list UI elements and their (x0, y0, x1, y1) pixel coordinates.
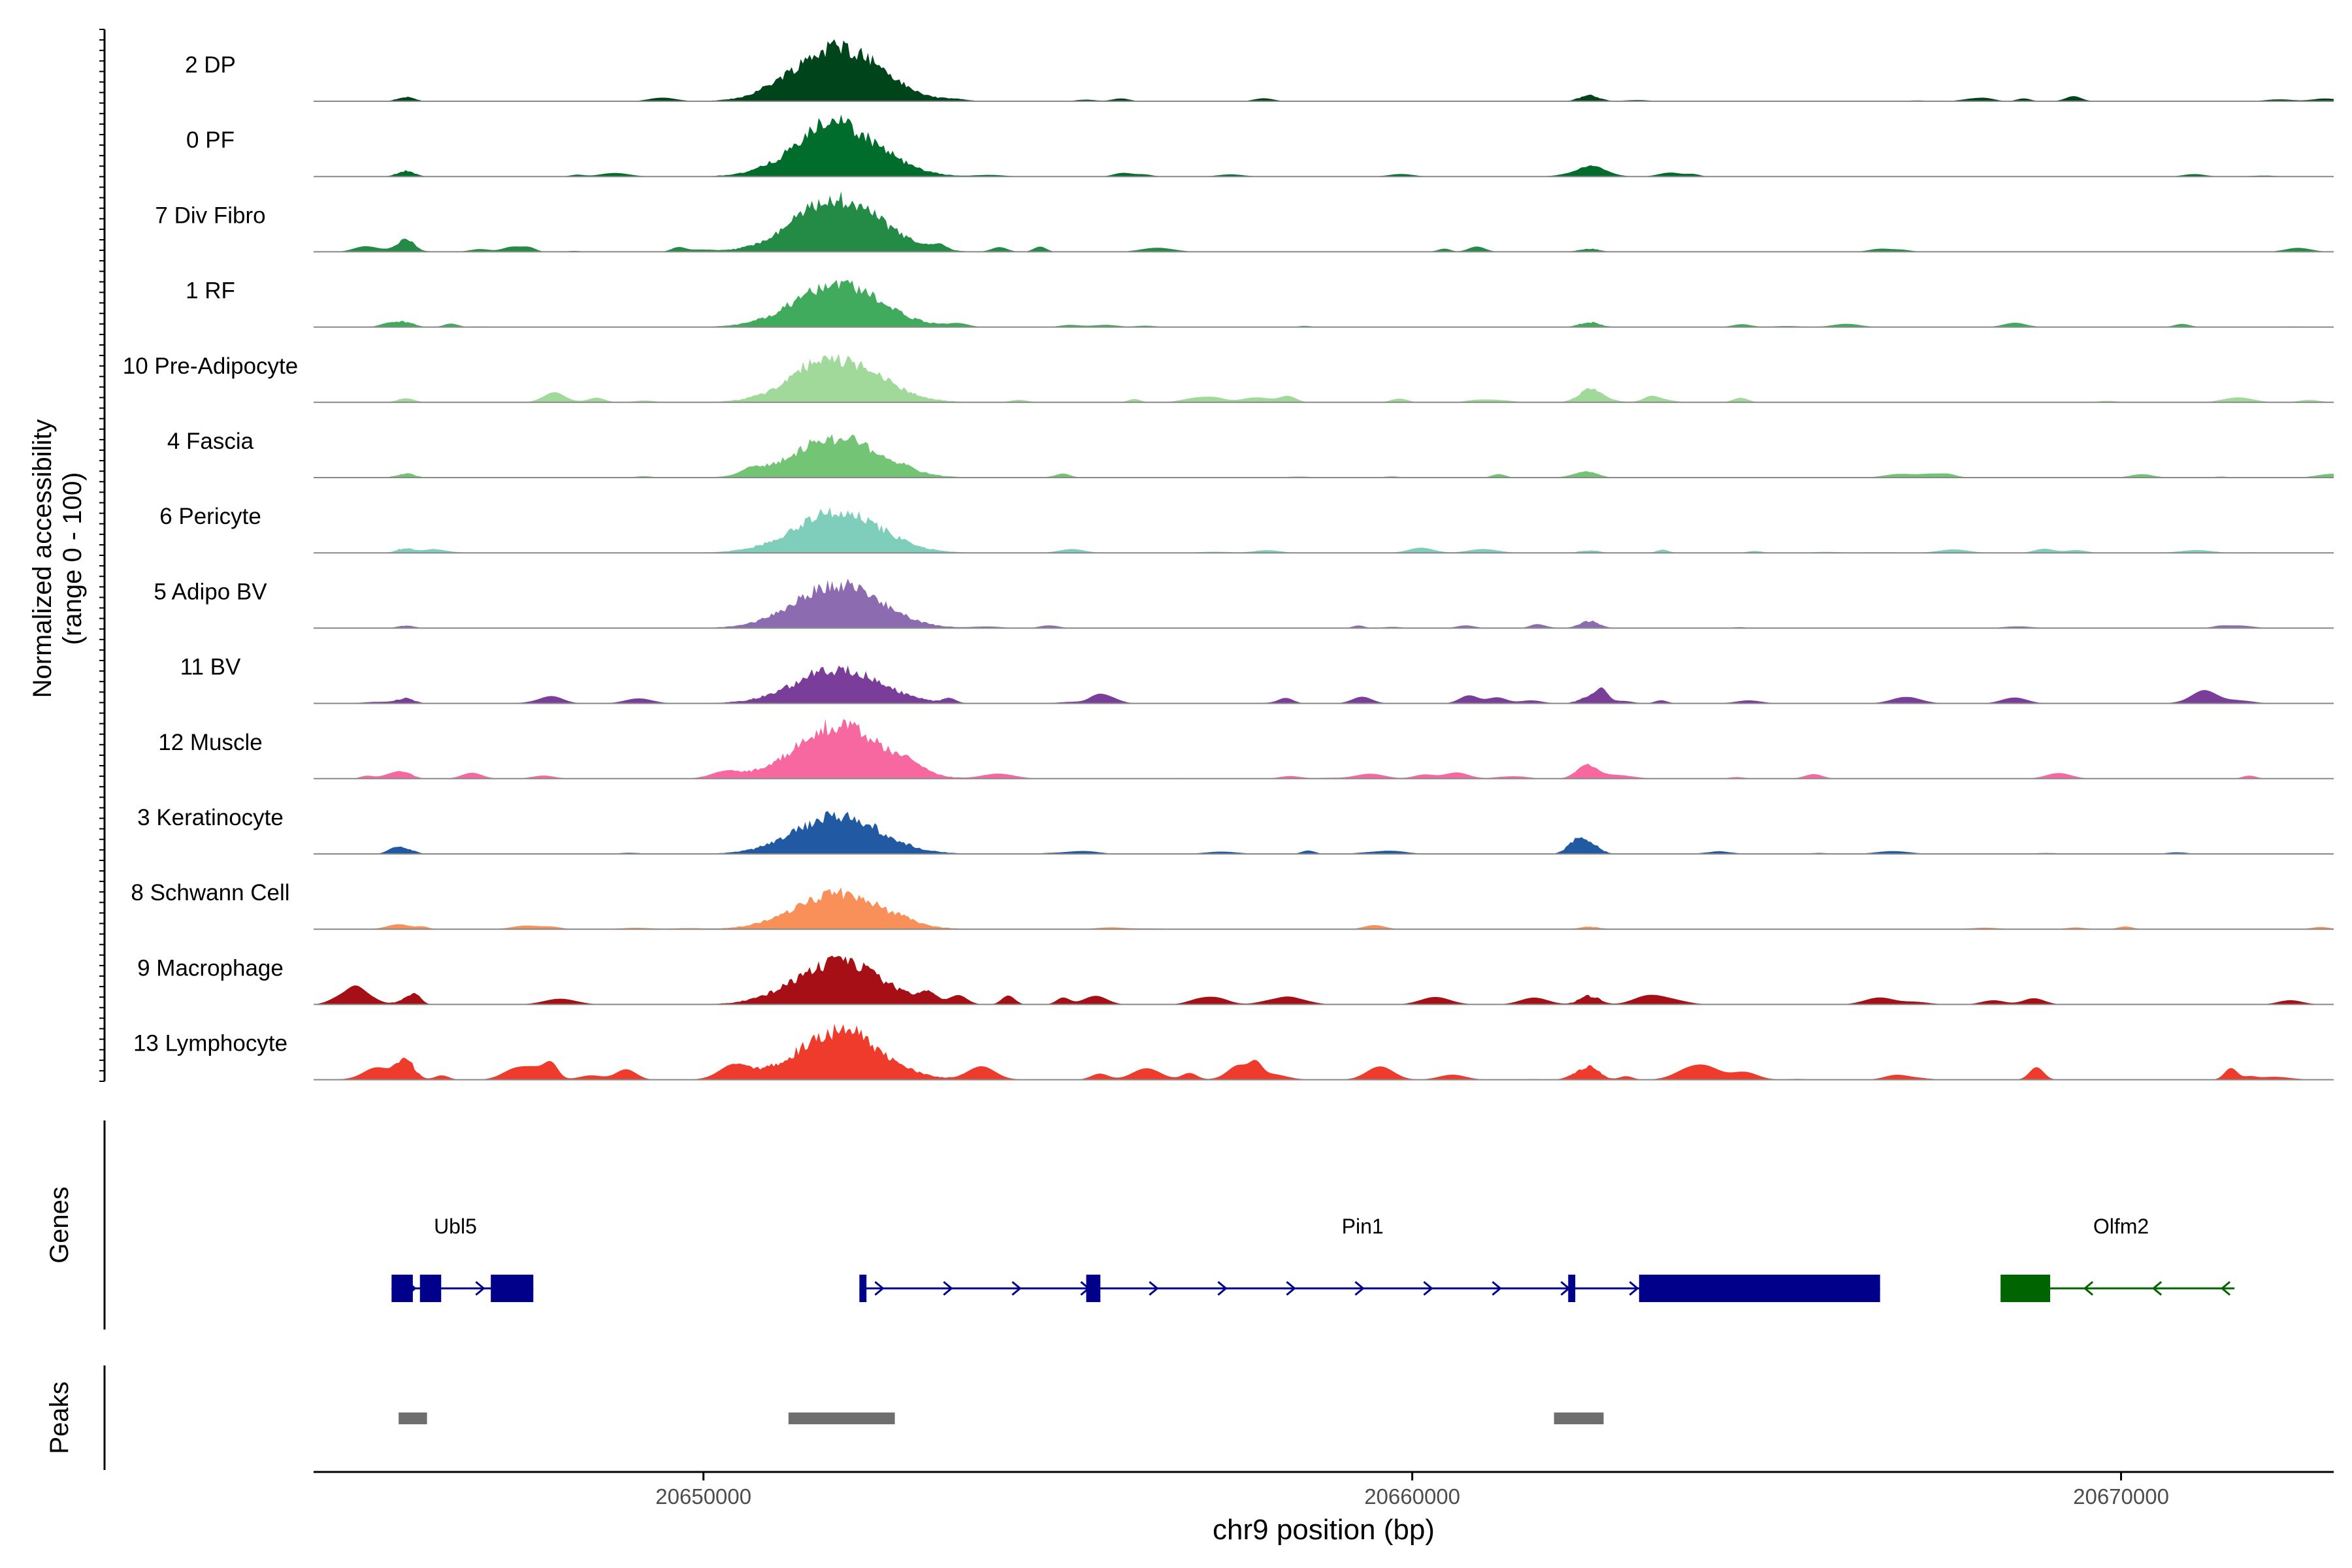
track-5-adipo-bv: 5 Adipo BV (154, 578, 2334, 629)
track-3-keratinocyte: 3 Keratinocyte (137, 805, 2334, 855)
accessibility-area (314, 887, 2334, 930)
x-tick-label: 20660000 (1364, 1484, 1460, 1509)
track-label: 6 Pericyte (159, 504, 261, 529)
tracks-y-label: Normalized accessibility (28, 419, 57, 698)
gene-exon (1568, 1275, 1576, 1302)
gene-name: Ubl5 (434, 1215, 477, 1238)
track-6-pericyte: 6 Pericyte (159, 504, 2334, 554)
strand-chevron (1492, 1281, 1502, 1296)
x-tick-label: 20650000 (655, 1484, 751, 1509)
track-11-bv: 11 BV (180, 655, 2334, 704)
gene-exon (1639, 1275, 1880, 1302)
track-2-dp: 2 DP (185, 39, 2334, 102)
strand-chevron (943, 1281, 953, 1296)
track-10-pre-adipocyte: 10 Pre-Adipocyte (123, 353, 2334, 403)
strand-chevron (1629, 1281, 1639, 1296)
track-label: 12 Muscle (158, 730, 263, 755)
strand-chevron (2151, 1281, 2163, 1296)
track-8-schwann-cell: 8 Schwann Cell (131, 880, 2334, 930)
genes-label: Genes (45, 1186, 74, 1264)
track-label: 13 Lymphocyte (133, 1031, 287, 1056)
accessibility-area (314, 719, 2334, 779)
track-9-macrophage: 9 Macrophage (137, 955, 2334, 1005)
gene-pin1: Pin1 (859, 1215, 1880, 1302)
strand-chevron (1354, 1281, 1365, 1296)
accessibility-area (314, 578, 2334, 629)
strand-chevron (1149, 1281, 1159, 1296)
strand-chevron (1286, 1281, 1296, 1296)
peak-region (1554, 1413, 1604, 1424)
gene-exon (491, 1275, 534, 1302)
accessibility-area (314, 114, 2334, 177)
accessibility-area (314, 280, 2334, 327)
track-label: 2 DP (185, 52, 236, 78)
accessibility-area (314, 811, 2334, 854)
track-label: 9 Macrophage (137, 955, 284, 981)
x-axis-label: chr9 position (bp) (1213, 1514, 1435, 1546)
track-13-lymphocyte: 13 Lymphocyte (133, 1024, 2334, 1081)
gene-annotation-track: Ubl5 Pin1 Olfm2 (391, 1215, 2235, 1302)
accessibility-tracks: 2 DP 0 PF 7 Div Fibro 1 RF 10 Pre-Adipocyte 4… (123, 39, 2334, 1081)
accessibility-area (314, 1024, 2334, 1080)
strand-chevron (1217, 1281, 1228, 1296)
accessibility-area (314, 665, 2334, 704)
gene-exon (1086, 1275, 1101, 1302)
track-1-rf: 1 RF (186, 278, 2334, 328)
accessibility-area (314, 434, 2334, 478)
track-label: 3 Keratinocyte (137, 805, 284, 830)
axes: Normalized accessibility (range 0 - 100) G… (28, 29, 2334, 1546)
gene-olfm2: Olfm2 (2001, 1215, 2235, 1302)
track-0-pf: 0 PF (186, 114, 2334, 178)
peak-region (399, 1413, 427, 1424)
strand-chevron (475, 1281, 485, 1296)
strand-chevron (2220, 1281, 2231, 1296)
track-label: 7 Div Fibro (155, 203, 265, 228)
track-label: 4 Fascia (167, 429, 254, 454)
track-label: 5 Adipo BV (154, 579, 267, 604)
strand-chevron (1423, 1281, 1433, 1296)
track-7-div-fibro: 7 Div Fibro (155, 191, 2334, 253)
peak-region (788, 1413, 895, 1424)
x-tick-label: 20670000 (2073, 1484, 2169, 1509)
track-4-fascia: 4 Fascia (167, 429, 2334, 478)
track-label: 0 PF (186, 127, 235, 153)
gene-name: Olfm2 (2093, 1215, 2149, 1238)
gene-exon (419, 1275, 442, 1302)
track-label: 11 BV (180, 655, 241, 680)
peaks-label: Peaks (45, 1381, 74, 1454)
track-label: 1 RF (186, 278, 235, 304)
gene-exon (859, 1275, 867, 1302)
gene-ubl5: Ubl5 (391, 1215, 534, 1302)
track-label: 8 Schwann Cell (131, 880, 289, 906)
strand-chevron (2083, 1281, 2094, 1296)
accessibility-area (314, 191, 2334, 252)
track-label: 10 Pre-Adipocyte (123, 353, 298, 379)
gene-name: Pin1 (1342, 1215, 1384, 1238)
accessibility-area (314, 955, 2334, 1005)
track-12-muscle: 12 Muscle (158, 719, 2334, 779)
accessibility-area (314, 39, 2334, 101)
accessibility-area (314, 353, 2334, 402)
peak-track (399, 1413, 1604, 1424)
gene-exon (2001, 1275, 2051, 1302)
gene-exon (391, 1275, 413, 1302)
strand-chevron (1011, 1281, 1022, 1296)
accessibility-area (314, 507, 2334, 553)
strand-chevron (874, 1281, 885, 1296)
tracks-y-label-range: (range 0 - 100) (58, 472, 87, 645)
